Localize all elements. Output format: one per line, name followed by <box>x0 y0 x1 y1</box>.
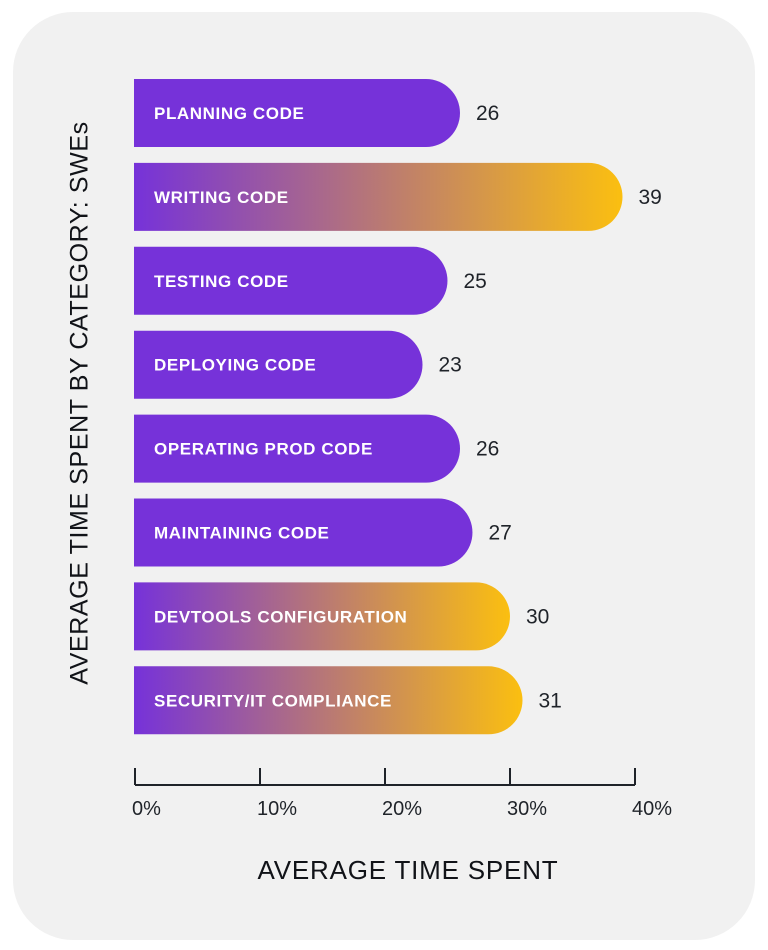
bar <box>134 498 473 567</box>
bar-value-label: 26 <box>476 102 499 125</box>
bars-group: PLANNING CODE 26 WRITING CODE 39 TESTING COD… <box>134 79 662 735</box>
x-tick-label: 30% <box>507 798 547 820</box>
bar-row: SECURITY/IT COMPLIANCE 31 <box>134 666 562 735</box>
bar-value-label: 23 <box>439 354 462 377</box>
bar-row: WRITING CODE 39 <box>134 162 662 231</box>
x-tick-label: 10% <box>257 798 297 820</box>
bar-row: OPERATING PROD CODE 26 <box>134 414 499 483</box>
bar-value-label: 31 <box>539 689 562 712</box>
bar <box>134 246 448 315</box>
bar <box>134 162 623 231</box>
bar-category-label: OPERATING PROD CODE <box>154 440 373 459</box>
bar-row: DEPLOYING CODE 23 <box>134 330 462 399</box>
x-axis-title: AVERAGE TIME SPENT <box>257 855 559 885</box>
bar-row: PLANNING CODE 26 <box>134 79 499 147</box>
bar-category-label: PLANNING CODE <box>154 104 304 123</box>
x-tick-label: 20% <box>382 798 422 820</box>
bar <box>134 330 423 399</box>
bar <box>134 666 523 735</box>
bar-value-label: 25 <box>464 270 487 293</box>
bar-category-label: MAINTAINING CODE <box>154 524 330 543</box>
bar-row: TESTING CODE 25 <box>134 246 487 315</box>
bar-value-label: 39 <box>639 186 662 209</box>
bar-value-label: 26 <box>476 438 499 461</box>
bar-row: MAINTAINING CODE 27 <box>134 498 512 567</box>
bar-value-label: 30 <box>526 605 549 628</box>
bar-category-label: SECURITY/IT COMPLIANCE <box>154 691 392 710</box>
x-tick-label: 0% <box>132 798 161 820</box>
bar <box>134 582 510 651</box>
bar <box>134 414 461 483</box>
bar-category-label: TESTING CODE <box>154 272 289 291</box>
bar-row: DEVTOOLS CONFIGURATION 30 <box>134 582 549 651</box>
bar-category-label: DEPLOYING CODE <box>154 356 316 375</box>
bar-category-label: WRITING CODE <box>154 188 289 207</box>
bar-value-label: 27 <box>489 522 512 545</box>
bar <box>134 79 460 147</box>
bar-category-label: DEVTOOLS CONFIGURATION <box>154 607 407 626</box>
x-tick-label: 40% <box>632 798 672 820</box>
x-axis: 0% 10% 20% 30% 40% <box>132 768 672 820</box>
